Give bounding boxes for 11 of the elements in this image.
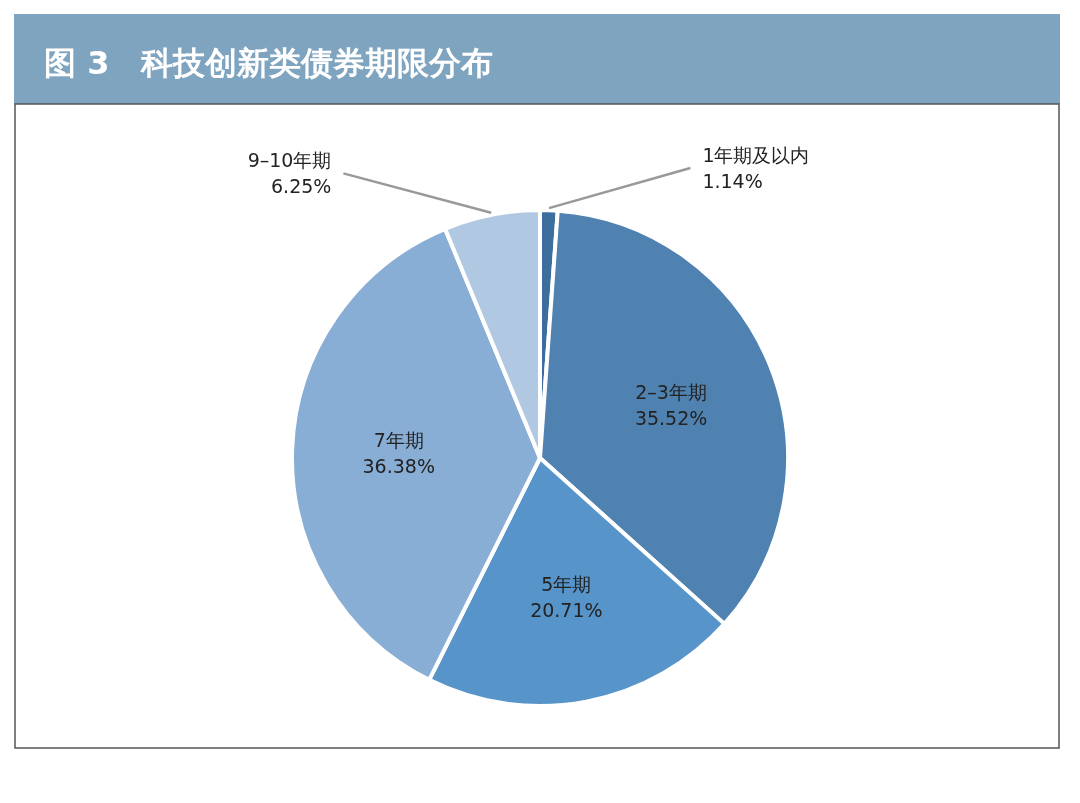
slice-label: 1年期及以内 <box>702 144 810 167</box>
data-label: 6.25% <box>271 175 332 198</box>
slice-label: 9–10年期 <box>247 149 332 172</box>
data-label: 20.71% <box>530 598 603 621</box>
data-label: 1.14% <box>702 170 763 193</box>
data-label: 36.38% <box>362 455 435 478</box>
slice-label: 5年期 <box>541 572 592 595</box>
slice-label: 2–3年期 <box>635 381 707 404</box>
chart-title: 图 3 科技创新类债券期限分布 <box>44 44 494 82</box>
data-label: 35.52% <box>634 407 708 430</box>
slice-label: 7年期 <box>373 429 424 452</box>
